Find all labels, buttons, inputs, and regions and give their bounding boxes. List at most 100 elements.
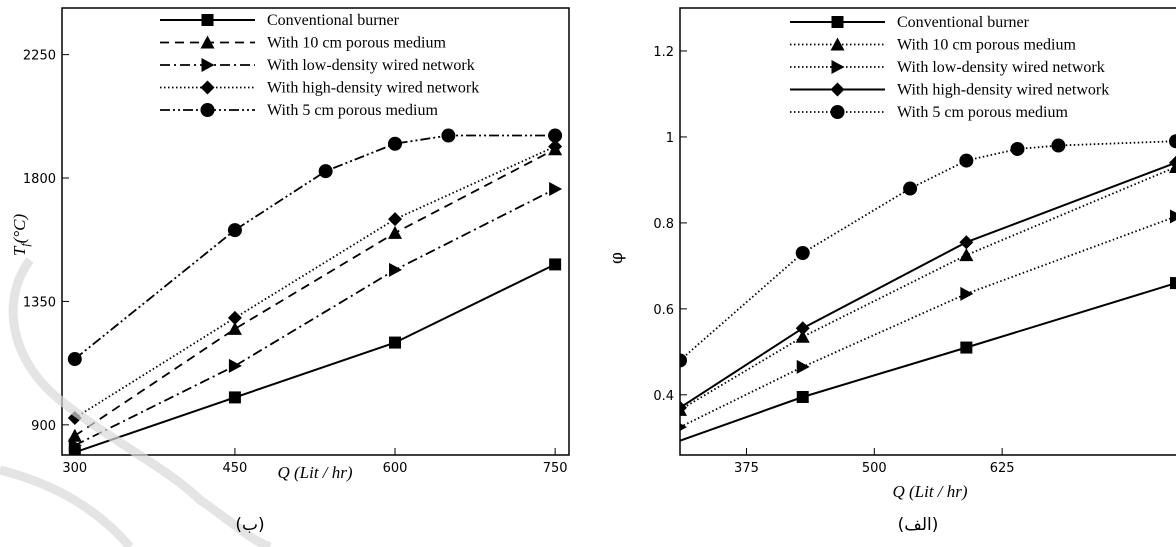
data-point [549,258,562,271]
data-point [1169,134,1176,149]
data-point [388,225,403,239]
x-tick-label: 300 [62,461,87,476]
data-point [548,128,563,143]
legend-label: With low-density wired network [267,57,475,74]
data-point [795,245,810,260]
watermark-stroke [0,465,134,547]
series-line [680,140,1176,362]
tick-marks: 300 450 600 750 900 1350 1800 2250 [23,49,568,476]
data-point [959,153,974,168]
legend-label: With low-density wired network [897,59,1105,76]
series-line [680,166,1176,411]
legend: Conventional burner With 10 cm porous med… [160,12,479,119]
data-point [960,286,974,301]
legend-label: With 5 cm porous medium [267,102,438,119]
x-axis-label: Q (Lit / hr) [892,482,967,501]
x-tick-label: 375 [734,461,759,476]
data-point [441,128,456,143]
legend-marker [200,80,215,95]
series-line [74,188,556,447]
legend-marker [831,16,844,28]
y-axis-label-main: T [10,245,29,256]
x-axis-label: Q (Lit / hr) [277,463,352,482]
data-point [388,212,403,227]
data-point [795,329,810,343]
legend: Conventional burner With 10 cm porous med… [790,14,1109,121]
y-axis-label-subscript: f [18,242,32,247]
series-line [74,134,556,360]
equivalence-ratio-chart: 375 500 625 0.4 0.6 0.8 1 1.2 Conventional burn… [607,7,1176,501]
data-point [318,164,333,179]
legend-marker [200,103,215,117]
data-point [664,438,676,450]
x-tick-label: 600 [383,461,408,476]
legend-marker [831,60,845,74]
legend-label: With 5 cm porous medium [897,104,1068,121]
data-point [228,358,242,373]
data-point [1170,277,1176,290]
data-point [1169,155,1176,170]
data-point [680,353,687,368]
data-point [67,428,82,442]
legend-marker [830,105,845,119]
legend-label: With 10 cm porous medium [267,35,446,52]
caption-left: (ب) [235,515,264,535]
caption-right: (الف) [898,515,939,535]
data-point [796,359,810,374]
legend-label: With high-density wired network [897,82,1109,99]
data-point [389,336,402,349]
watermark-stroke [8,257,272,547]
legend-marker [200,35,215,49]
series-layer [664,134,1176,450]
y-axis-label: φ [607,252,627,264]
x-tick-label: 625 [990,461,1015,476]
series-line [74,148,556,437]
y-tick-label: 1350 [23,295,56,310]
data-point [227,310,242,325]
x-tick-label: 750 [543,461,568,476]
y-tick-label: 0.6 [653,303,674,318]
data-point [1051,138,1066,153]
y-tick-label: 2250 [23,49,56,64]
series-line [74,263,556,454]
x-tick-label: 450 [222,461,247,476]
data-point [959,248,974,262]
legend-label: With high-density wired network [267,80,479,97]
data-point [796,390,809,403]
y-tick-label: 0.8 [653,217,674,232]
x-tick-label: 500 [862,461,887,476]
data-point [227,321,242,335]
data-point [548,139,563,154]
data-point [67,352,82,367]
data-point [903,181,918,196]
legend-label: With 10 cm porous medium [897,37,1076,54]
y-tick-label: 900 [31,419,56,434]
series-layer [67,128,563,455]
y-tick-label: 0.4 [653,389,674,404]
y-tick-label: 1.2 [653,45,674,60]
data-point [68,446,81,455]
data-point [960,341,973,354]
data-point [227,223,242,238]
data-point [680,423,687,431]
data-point [228,391,241,404]
series-line [680,161,1176,409]
legend-label: Conventional burner [897,14,1030,31]
legend-label: Conventional burner [267,12,400,29]
legend-marker [201,14,214,26]
data-point [388,136,403,151]
plot-frame [679,7,1176,456]
y-axis-label-unit: (°C) [10,214,29,244]
data-point [68,438,82,453]
y-tick-label: 1800 [23,172,56,187]
data-point [959,235,974,250]
y-tick-label: 1 [666,131,674,146]
y-axis-label: Tf(°C) [10,214,32,257]
series-line [680,215,1176,428]
tick-marks: 375 500 625 0.4 0.6 0.8 1 1.2 [653,45,1014,476]
data-point [1170,209,1176,224]
legend-marker [201,58,215,72]
data-point [680,400,687,415]
data-point [795,321,810,336]
data-point [549,181,563,196]
